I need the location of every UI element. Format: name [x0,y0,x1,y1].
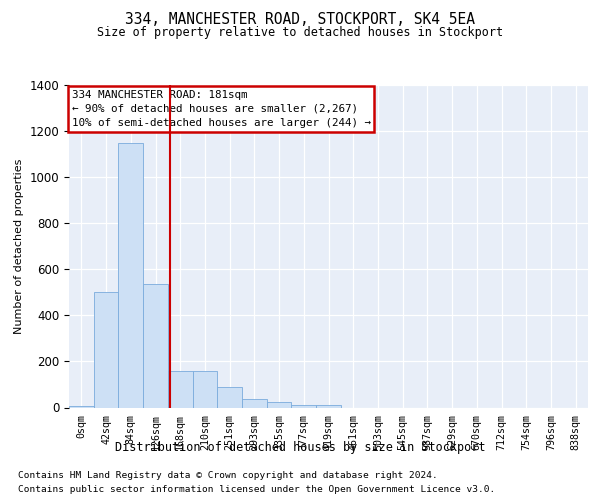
Bar [193,370,217,408]
Bar [69,406,94,407]
Bar [267,402,292,407]
Text: 334 MANCHESTER ROAD: 181sqm
← 90% of detached houses are smaller (2,267)
10% of : 334 MANCHESTER ROAD: 181sqm ← 90% of det… [71,90,371,128]
Text: Contains HM Land Registry data © Crown copyright and database right 2024.: Contains HM Land Registry data © Crown c… [18,472,438,480]
Bar [94,292,118,408]
Bar [168,370,193,408]
Bar [217,387,242,407]
Bar [292,404,316,407]
Text: Size of property relative to detached houses in Stockport: Size of property relative to detached ho… [97,26,503,39]
Bar [143,284,168,408]
Text: Contains public sector information licensed under the Open Government Licence v3: Contains public sector information licen… [18,484,495,494]
Y-axis label: Number of detached properties: Number of detached properties [14,158,24,334]
Bar [242,400,267,407]
Text: 334, MANCHESTER ROAD, STOCKPORT, SK4 5EA: 334, MANCHESTER ROAD, STOCKPORT, SK4 5EA [125,12,475,28]
Bar [316,405,341,407]
Bar [118,142,143,408]
Text: Distribution of detached houses by size in Stockport: Distribution of detached houses by size … [115,441,485,454]
